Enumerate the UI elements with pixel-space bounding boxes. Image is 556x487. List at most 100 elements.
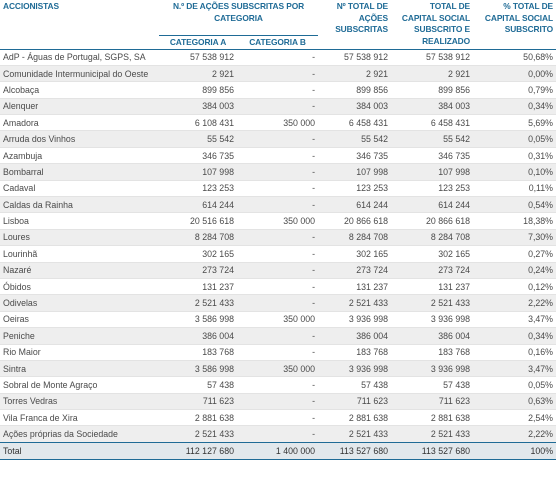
row-name-cell: Sintra — [0, 359, 159, 377]
row-category-a-cell: 6 108 431 — [159, 114, 237, 131]
row-percent-cell: 0,34% — [473, 327, 556, 345]
table-row: Vila Franca de Xira 2 881 638-2 881 638 2 … — [0, 409, 556, 426]
row-total-shares-cell: 2 521 433 — [318, 294, 392, 312]
row-total-shares-cell: 711 623 — [318, 392, 392, 410]
row-name-cell: Peniche — [0, 327, 159, 345]
row-category-b-cell: - — [237, 64, 319, 82]
row-name-cell: Amadora — [0, 114, 159, 131]
header-shares-by-category: N.º DE AÇÕES SUBSCRITAS POR CATEGORIA — [159, 0, 319, 36]
row-category-a-cell: 20 516 618 — [159, 212, 237, 230]
row-percent-cell: 3,47% — [473, 359, 556, 377]
row-name-cell: Ações próprias da Sociedade — [0, 425, 159, 443]
row-category-b-cell: - — [237, 179, 319, 197]
row-total-shares-cell: 384 003 — [318, 97, 392, 115]
row-total-shares-cell: 3 936 998 — [318, 359, 392, 377]
row-category-a-cell: 183 768 — [159, 343, 237, 361]
row-percent-cell: 0,11% — [473, 179, 556, 197]
row-name-cell: Torres Vedras — [0, 392, 159, 410]
row-total-capital-cell: 3 936 998 — [391, 310, 474, 328]
table-row: Lisboa 20 516 618 350 000 20 866 618 20 866 … — [0, 212, 556, 230]
row-total-capital-cell: 2 521 433 — [391, 294, 474, 312]
row-total-capital-cell: 346 735 — [391, 146, 474, 164]
row-total-capital-cell: 386 004 — [391, 327, 474, 345]
table-row: Alcobaça 899 856-899 856 899 856 0,79% — [0, 81, 556, 99]
row-category-b-cell: - — [237, 261, 319, 279]
row-category-b-cell: - — [237, 245, 319, 263]
row-name-cell: Bombarral — [0, 163, 159, 181]
row-name-cell: Rio Maior — [0, 343, 159, 361]
row-category-a-cell: 386 004 — [159, 327, 237, 345]
row-percent-cell: 2,22% — [473, 425, 556, 443]
row-total-shares-cell: 2 881 638 — [318, 409, 392, 426]
table-row: Peniche 386 004-386 004 386 004 0,34% — [0, 327, 556, 345]
row-category-a-cell: 614 244 — [159, 196, 237, 213]
row-total-shares-cell: 6 458 431 — [318, 114, 392, 131]
row-total-capital-cell: 57 438 — [391, 376, 474, 394]
row-category-a-cell: 302 165 — [159, 245, 237, 263]
row-total-shares-cell: 2 521 433 — [318, 425, 392, 443]
row-category-b-cell: - — [237, 294, 319, 312]
row-total-capital-cell: 2 521 433 — [391, 425, 474, 443]
table-row: Alenquer 384 003-384 003 384 003 0,34% — [0, 97, 556, 115]
row-name-cell: Cadaval — [0, 179, 159, 197]
row-total-capital-cell: 614 244 — [391, 196, 474, 213]
row-name-cell: Oeiras — [0, 310, 159, 328]
row-category-a-cell: 3 586 998 — [159, 359, 237, 377]
row-percent-cell: 0,00% — [473, 64, 556, 82]
table-row: Torres Vedras 711 623-711 623 711 623 0,63% — [0, 392, 556, 410]
total-category-b-cell: 1 400 000 — [237, 441, 319, 460]
row-category-b-cell: 350 000 — [237, 359, 319, 377]
row-category-a-cell: 57 538 912 — [159, 48, 237, 66]
total-category-a-cell: 112 127 680 — [159, 441, 237, 460]
total-name-cell: Total — [0, 441, 159, 460]
row-total-capital-cell: 899 856 — [391, 81, 474, 99]
row-total-capital-cell: 57 538 912 — [391, 48, 474, 66]
row-total-capital-cell: 711 623 — [391, 392, 474, 410]
row-category-b-cell: 350 000 — [237, 114, 319, 131]
row-category-a-cell: 55 542 — [159, 130, 237, 148]
row-category-a-cell: 711 623 — [159, 392, 237, 410]
row-category-a-cell: 131 237 — [159, 277, 237, 295]
row-total-shares-cell: 899 856 — [318, 81, 392, 99]
row-category-b-cell: - — [237, 376, 319, 394]
row-total-shares-cell: 2 921 — [318, 64, 392, 82]
row-name-cell: Comunidade Intermunicipal do Oeste — [0, 64, 159, 82]
row-category-b-cell: - — [237, 392, 319, 410]
table-row: Lourinhã 302 165-302 165 302 165 0,27% — [0, 245, 556, 263]
row-total-capital-cell: 55 542 — [391, 130, 474, 148]
row-name-cell: Caldas da Rainha — [0, 196, 159, 213]
header-shareholders: ACCIONISTAS — [3, 1, 59, 11]
total-total-shares-cell: 113 527 680 — [318, 441, 392, 460]
row-total-shares-cell: 3 936 998 — [318, 310, 392, 328]
total-percent-cell: 100% — [473, 441, 556, 460]
table-row: Nazaré 273 724-273 724 273 724 0,24% — [0, 261, 556, 279]
row-percent-cell: 0,27% — [473, 245, 556, 263]
row-category-b-cell: - — [237, 146, 319, 164]
row-total-shares-cell: 55 542 — [318, 130, 392, 148]
row-category-b-cell: - — [237, 277, 319, 295]
total-total-capital-cell: 113 527 680 — [391, 441, 474, 460]
row-category-a-cell: 123 253 — [159, 179, 237, 197]
row-category-a-cell: 346 735 — [159, 146, 237, 164]
row-category-b-cell: 350 000 — [237, 212, 319, 230]
table-row: Comunidade Intermunicipal do Oeste 2 921-… — [0, 64, 556, 82]
row-category-b-cell: - — [237, 343, 319, 361]
row-category-b-cell: - — [237, 196, 319, 213]
row-total-shares-cell: 183 768 — [318, 343, 392, 361]
row-total-shares-cell: 107 998 — [318, 163, 392, 181]
row-total-shares-cell: 614 244 — [318, 196, 392, 213]
row-category-b-cell: - — [237, 228, 319, 246]
row-total-capital-cell: 6 458 431 — [391, 114, 474, 131]
row-total-capital-cell: 302 165 — [391, 245, 474, 263]
row-percent-cell: 0,79% — [473, 81, 556, 99]
header-percent-capital: % TOTAL DE CAPITAL SOCIAL SUBSCRITO — [484, 1, 554, 34]
row-total-capital-cell: 183 768 — [391, 343, 474, 361]
row-percent-cell: 0,05% — [473, 130, 556, 148]
table-body: AdP - Águas de Portugal, SGPS, SA 57 538 … — [0, 48, 556, 460]
table-row: Odivelas 2 521 433-2 521 433 2 521 433 2,22… — [0, 294, 556, 312]
row-percent-cell: 0,24% — [473, 261, 556, 279]
row-category-a-cell: 2 521 433 — [159, 425, 237, 443]
table-row: Oeiras 3 586 998 350 000 3 936 998 3 936 998… — [0, 310, 556, 328]
row-total-capital-cell: 384 003 — [391, 97, 474, 115]
